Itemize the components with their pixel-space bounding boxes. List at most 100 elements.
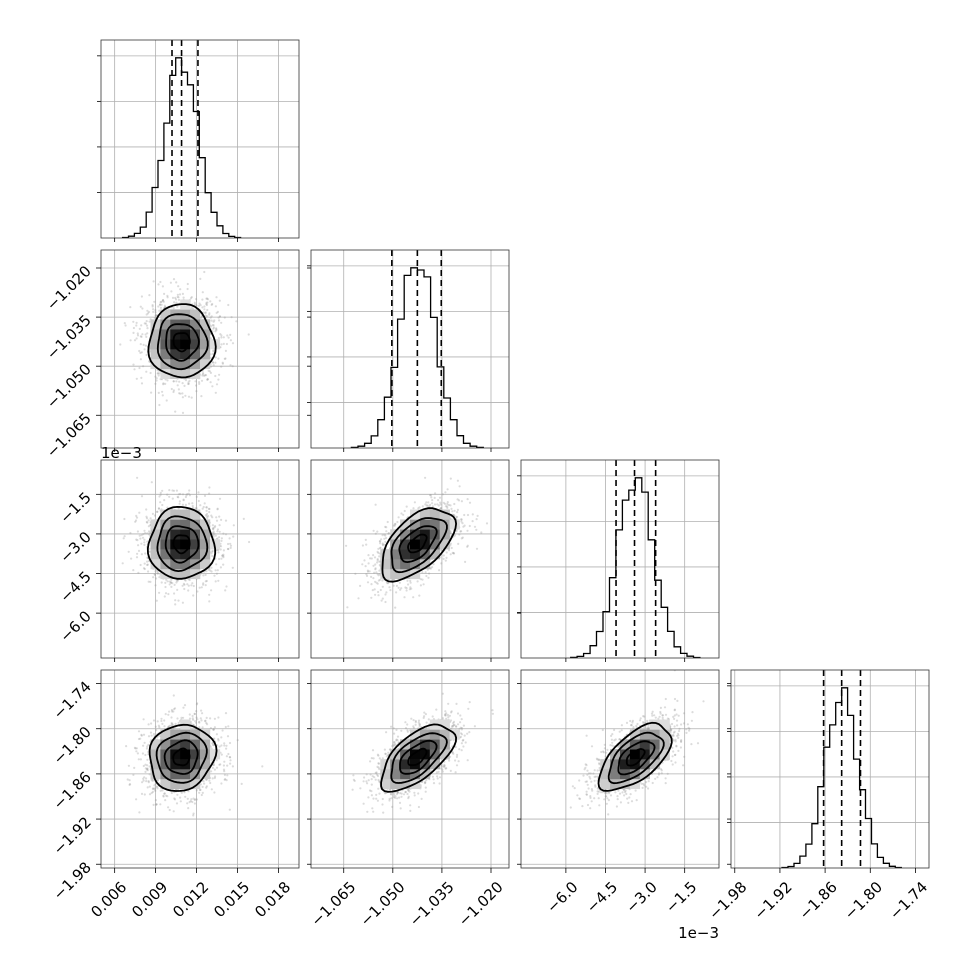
sample-point: [443, 502, 447, 505]
sample-point: [204, 374, 207, 377]
sample-point: [156, 720, 159, 723]
sample-point: [170, 387, 173, 391]
sample-point: [166, 580, 169, 583]
sample-point: [195, 507, 198, 510]
sample-point: [167, 806, 170, 809]
sample-point: [154, 314, 157, 317]
contours-0-2: [146, 505, 217, 580]
sample-point: [171, 582, 174, 585]
sample-point: [460, 537, 463, 540]
contour-0-2-2: [156, 515, 209, 573]
sample-point: [387, 582, 390, 585]
sample-point: [201, 507, 204, 510]
sample-point: [402, 513, 405, 516]
sample-point: [372, 577, 375, 580]
sample-point: [374, 580, 377, 583]
sample-point: [146, 327, 149, 330]
sample-point: [188, 489, 191, 492]
sample-point: [226, 735, 230, 738]
sample-point: [176, 384, 179, 387]
sample-point: [385, 530, 388, 533]
sample-point: [159, 501, 162, 504]
sample-point: [397, 586, 400, 589]
sample-point: [145, 515, 148, 518]
sample-point: [231, 342, 235, 345]
density-cell: [180, 549, 191, 560]
sample-point: [215, 563, 218, 566]
sample-point: [208, 593, 211, 596]
sample-point: [187, 382, 190, 385]
sample-point: [215, 572, 218, 575]
sample-point: [384, 534, 387, 537]
sample-point: [215, 329, 218, 332]
sample-point: [178, 500, 181, 503]
sample-point: [198, 586, 201, 589]
grid-2d-0-1: [101, 250, 299, 448]
sample-point: [183, 384, 186, 387]
sample-point: [412, 507, 415, 510]
sample-point: [219, 545, 223, 548]
sample-point: [139, 305, 142, 308]
sample-point: [211, 385, 214, 388]
sample-point: [212, 327, 215, 330]
sample-point: [161, 503, 164, 507]
sample-point: [385, 536, 388, 540]
sample-point: [161, 300, 164, 303]
sample-point: [129, 339, 132, 342]
sample-point: [136, 552, 139, 555]
sample-point: [417, 507, 420, 510]
sample-point: [134, 519, 138, 522]
sample-point: [170, 585, 173, 589]
sample-point: [381, 597, 384, 600]
sample-point: [442, 557, 445, 561]
density-cell: [190, 509, 201, 520]
sample-point: [142, 733, 146, 736]
sample-point: [203, 494, 207, 497]
sample-point: [418, 506, 421, 509]
sample-point: [123, 322, 126, 325]
sample-point: [202, 583, 205, 586]
density-cell: [160, 519, 171, 530]
sample-point: [376, 582, 379, 585]
sample-point: [146, 560, 149, 563]
sample-point: [135, 337, 138, 340]
sample-point: [220, 334, 223, 337]
sample-point: [192, 307, 195, 310]
sample-point: [143, 541, 146, 544]
sample-point: [388, 586, 391, 589]
sample-point: [476, 514, 479, 518]
sample-point: [168, 580, 171, 583]
sample-point: [168, 495, 171, 498]
sample-point: [141, 333, 144, 336]
sample-point: [166, 493, 169, 496]
sample-point: [209, 300, 212, 303]
sample-point: [152, 576, 155, 579]
sample-point: [213, 532, 216, 535]
sample-point: [154, 375, 157, 378]
sample-point: [229, 339, 232, 342]
sample-point: [175, 281, 178, 284]
sample-point: [186, 282, 189, 286]
grid-hist-2: [521, 460, 719, 658]
sample-point: [198, 791, 201, 794]
sample-point: [367, 562, 370, 565]
sample-point: [212, 349, 215, 352]
sample-point: [193, 301, 196, 304]
sample-point: [132, 326, 135, 330]
sample-point: [431, 499, 434, 502]
sample-point: [155, 379, 158, 382]
sample-point: [184, 379, 188, 382]
sample-point: [159, 303, 162, 306]
sample-point: [152, 719, 156, 722]
sample-point: [136, 332, 139, 335]
sample-point: [178, 392, 181, 395]
sample-point: [171, 497, 174, 500]
sample-point: [215, 311, 218, 314]
density-cell: [160, 549, 171, 560]
sample-point: [206, 378, 209, 381]
sample-point: [210, 589, 213, 592]
sample-point: [138, 327, 141, 330]
sample-point: [421, 571, 424, 574]
sample-point: [201, 298, 204, 301]
sample-point: [366, 581, 370, 584]
